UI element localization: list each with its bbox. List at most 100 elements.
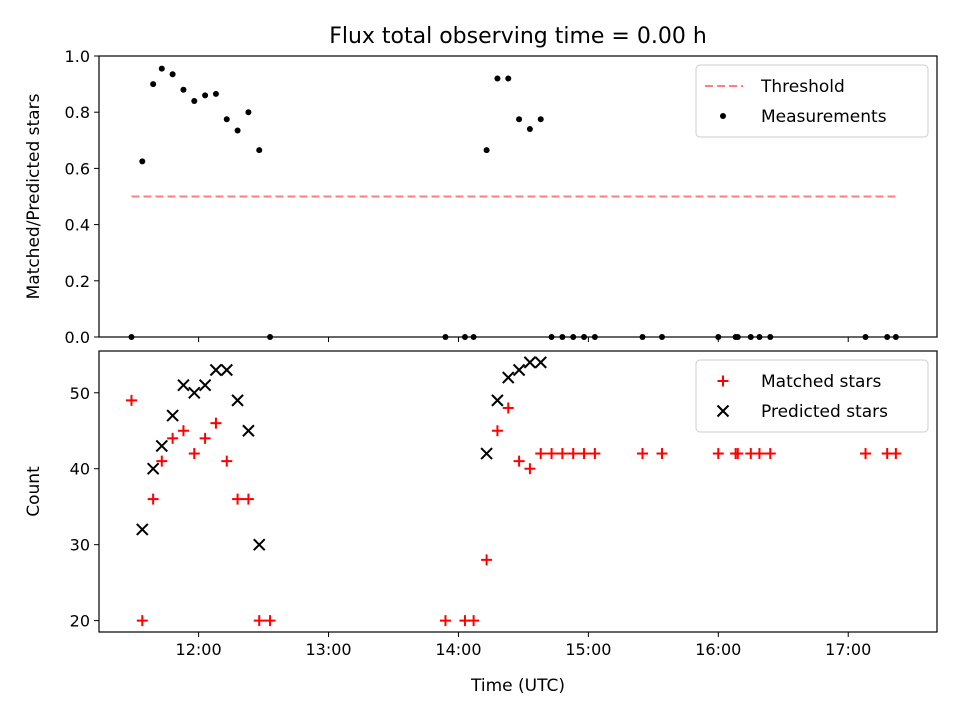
legend-entry: Threshold	[705, 77, 845, 97]
matched-stars-point	[556, 448, 568, 460]
measurement-point	[483, 147, 490, 154]
matched-stars-point	[199, 432, 211, 444]
matched-legend-swatch	[717, 375, 729, 387]
predicted-stars-point	[480, 447, 493, 460]
predicted-stars-point	[136, 523, 149, 536]
measurement-point	[139, 158, 146, 165]
matched-stars-point	[712, 448, 724, 460]
matched-stars-point	[481, 554, 493, 566]
legend-entry: Measurements	[720, 107, 887, 127]
measurement-point	[150, 81, 157, 88]
count-panel: 20 30 40 50 12:00 13:00 14:00 15:00 16:00 17:00 Co…	[24, 350, 938, 696]
measurement-point	[526, 126, 533, 133]
legend-label: Measurements	[761, 107, 887, 127]
matched-stars-point	[232, 493, 244, 505]
predicted-stars-point	[512, 363, 526, 377]
predicted-stars-point	[146, 462, 160, 475]
predicted-stars-point	[253, 538, 266, 551]
axes-frame	[98, 55, 938, 338]
x-tick-label: 14:00	[435, 640, 481, 659]
measurement-point	[494, 75, 501, 82]
axes-frame	[98, 350, 938, 633]
measurement-point	[256, 147, 263, 154]
matched-stars-point	[439, 615, 451, 627]
matched-stars-point	[177, 425, 189, 437]
matched-stars-point	[656, 448, 668, 460]
y-tick-label: 20	[70, 612, 90, 631]
legend-label: Matched stars	[761, 372, 881, 392]
matched-stars-point	[167, 432, 179, 444]
matched-stars-point	[188, 448, 200, 460]
matched-stars-point	[253, 615, 265, 627]
matched-stars-point	[764, 448, 776, 460]
y-tick-label: 30	[70, 536, 90, 555]
predicted-stars-point	[523, 356, 537, 369]
matched-stars-point	[242, 493, 254, 505]
y-tick-label: 1.0	[65, 47, 90, 66]
y-tick-label: 40	[70, 460, 90, 479]
legend-entry: Predicted stars	[716, 402, 888, 422]
matched-stars-point	[125, 394, 137, 406]
x-axis-label: Time (UTC)	[470, 676, 565, 696]
matched-stars-point	[578, 448, 590, 460]
legend-box	[695, 64, 929, 138]
matched-stars-point	[732, 448, 744, 460]
matched-stars-point	[221, 455, 233, 467]
predicted-legend-swatch	[716, 404, 730, 418]
predicted-stars-point	[491, 394, 504, 407]
measurement-point	[180, 86, 187, 93]
matched-stars-point	[753, 448, 765, 460]
measurement-point	[212, 90, 219, 97]
measurement-point	[234, 127, 241, 134]
measurement-point	[158, 65, 165, 72]
y-tick-label: 0.4	[65, 216, 90, 235]
matched-stars-point	[264, 615, 276, 627]
measurement-legend-swatch	[720, 113, 726, 119]
x-tick-label: 16:00	[695, 640, 741, 659]
matched-stars-point	[524, 463, 536, 475]
figure-title: Flux total observing time = 0.00 h	[329, 24, 707, 49]
x-tick-label: 17:00	[825, 640, 871, 659]
x-tick-label: 15:00	[565, 640, 611, 659]
matched-stars-point	[589, 448, 601, 460]
x-tick-label: 12:00	[176, 640, 222, 659]
matched-stars-point	[491, 425, 503, 437]
matched-stars-point	[513, 455, 525, 467]
matched-stars-point	[860, 448, 872, 460]
measurement-point	[191, 97, 198, 104]
legend-label: Threshold	[760, 77, 845, 97]
matched-stars-point	[890, 448, 902, 460]
predicted-stars-point	[231, 394, 244, 407]
y-tick-label: 0.2	[65, 272, 90, 291]
legend: Matched stars Predicted stars	[695, 359, 929, 433]
predicted-stars-point	[155, 439, 169, 453]
measurement-point	[537, 116, 544, 123]
predicted-stars-point	[188, 386, 201, 399]
matched-stars-point	[567, 448, 579, 460]
legend-label: Predicted stars	[761, 402, 888, 422]
matched-stars-point	[147, 493, 159, 505]
y-axis-label: Matched/Predicted stars	[24, 93, 44, 299]
predicted-stars-point	[220, 363, 233, 377]
y-tick-label: 0.6	[65, 159, 90, 178]
measurement-point	[516, 116, 523, 123]
predicted-stars-point	[198, 378, 212, 392]
ratio-panel: 0.0 0.2 0.4 0.6 0.8 1.0 Matched/Predicted star…	[24, 47, 938, 347]
legend-entry: Matched stars	[717, 372, 881, 392]
measurement-point	[202, 92, 209, 99]
matched-stars-point	[546, 448, 558, 460]
y-tick-label: 0.8	[65, 103, 90, 122]
legend: Threshold Measurements	[695, 64, 929, 138]
matched-stars-point	[468, 615, 480, 627]
measurement-point	[169, 71, 176, 78]
matched-stars-point	[136, 615, 148, 627]
predicted-stars-point	[242, 424, 255, 437]
predicted-stars-point	[177, 378, 190, 392]
matched-stars-point	[535, 448, 547, 460]
x-tick-label: 13:00	[305, 640, 351, 659]
predicted-stars-point	[502, 371, 515, 384]
matched-stars-point	[502, 402, 514, 414]
matched-stars-point	[156, 455, 168, 467]
matched-stars-point	[637, 448, 649, 460]
